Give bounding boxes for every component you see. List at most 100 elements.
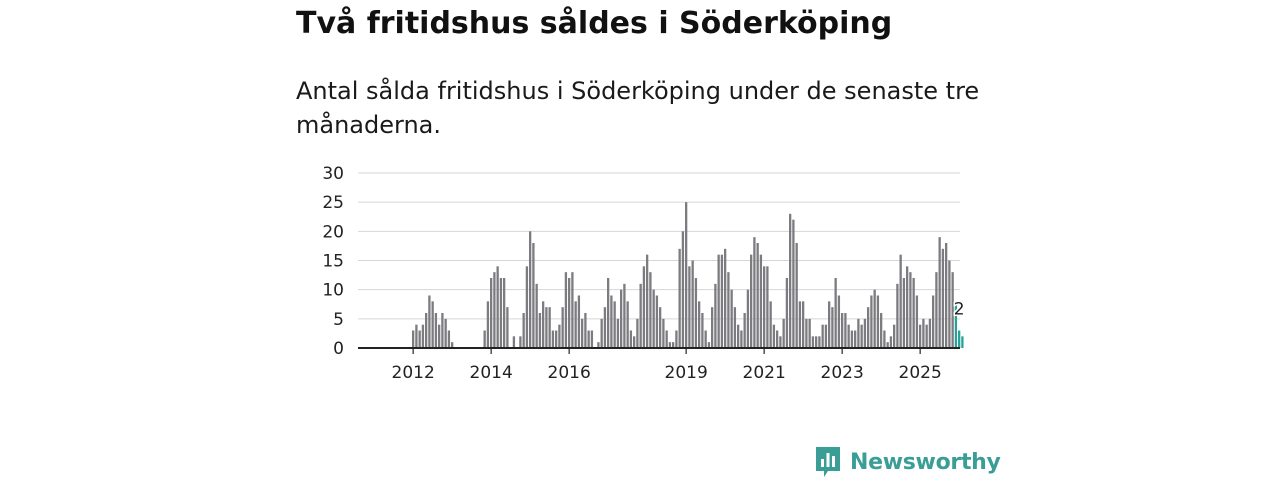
bar	[438, 324, 441, 348]
bar	[857, 318, 860, 348]
bar	[941, 248, 945, 348]
bar	[610, 295, 613, 348]
bar	[811, 336, 815, 348]
bar	[889, 336, 893, 348]
bar	[662, 318, 665, 348]
bar	[655, 295, 659, 348]
bar	[633, 336, 636, 348]
bar	[945, 243, 948, 348]
bar	[792, 219, 795, 348]
bar	[772, 324, 776, 348]
bar	[805, 318, 808, 348]
bar	[499, 278, 503, 348]
bar	[880, 313, 883, 348]
bar	[730, 289, 733, 348]
bar	[785, 278, 789, 348]
bar	[824, 324, 828, 348]
bar	[847, 324, 850, 348]
bar	[519, 336, 522, 348]
bar	[912, 278, 915, 348]
bar	[616, 318, 620, 348]
bar	[587, 330, 590, 348]
y-tick-label: 0	[333, 339, 344, 359]
bar	[603, 307, 607, 348]
bar	[870, 295, 873, 348]
bar	[779, 336, 782, 348]
bar	[954, 301, 958, 348]
bar	[951, 272, 954, 348]
bar	[844, 313, 847, 348]
bar	[685, 202, 688, 348]
y-tick-label: 10	[322, 281, 344, 301]
bar	[590, 330, 594, 348]
newsworthy-logo: Newsworthy	[814, 444, 1001, 480]
bar	[493, 272, 496, 348]
bar	[867, 307, 870, 348]
x-tick-label: 2012	[392, 363, 435, 383]
bar	[545, 307, 548, 348]
bar	[490, 278, 493, 348]
bar	[746, 289, 750, 348]
bar	[886, 342, 889, 348]
bar	[412, 330, 415, 348]
bar	[548, 307, 551, 348]
bar	[789, 213, 792, 348]
bar	[701, 313, 704, 348]
bar	[821, 324, 824, 348]
y-tick-label: 15	[322, 252, 344, 272]
bar	[451, 342, 454, 348]
bar	[899, 254, 902, 348]
bar	[961, 336, 964, 348]
bar	[668, 342, 672, 348]
bar	[818, 336, 821, 348]
bar	[766, 266, 769, 348]
bar	[639, 283, 642, 348]
bar	[441, 313, 444, 348]
bar	[688, 266, 691, 348]
bar	[522, 313, 525, 348]
bar	[564, 272, 568, 348]
bar	[841, 313, 844, 348]
bar	[646, 254, 649, 348]
bar	[649, 272, 652, 348]
bar	[925, 324, 928, 348]
chart-title: Två fritidshus såldes i Söderköping	[296, 6, 893, 41]
bar	[902, 278, 906, 348]
bar	[568, 278, 571, 348]
bar	[525, 266, 529, 348]
bar	[535, 283, 538, 348]
bar	[629, 330, 633, 348]
bar	[636, 318, 639, 348]
bar	[421, 324, 425, 348]
bar	[506, 307, 509, 348]
x-tick-label: 2023	[821, 363, 864, 383]
bar	[600, 318, 603, 348]
bar	[711, 307, 714, 348]
bar	[782, 318, 785, 348]
bar	[948, 260, 951, 348]
bar	[581, 318, 584, 348]
bar	[561, 307, 564, 348]
bar	[542, 301, 545, 348]
bar	[883, 330, 886, 348]
bar	[659, 307, 662, 348]
bar	[707, 342, 711, 348]
bar	[928, 318, 932, 348]
bar	[652, 289, 655, 348]
bar	[769, 301, 772, 348]
bar	[574, 301, 577, 348]
bar	[919, 324, 922, 348]
bar	[623, 283, 626, 348]
bar	[486, 301, 490, 348]
bar	[584, 313, 587, 348]
bar	[724, 248, 727, 348]
bar	[558, 324, 561, 348]
bar	[906, 266, 909, 348]
bar	[483, 330, 486, 348]
y-tick-label: 30	[322, 164, 344, 184]
bar	[415, 324, 418, 348]
bar	[597, 342, 600, 348]
bar	[837, 295, 841, 348]
bar	[733, 307, 737, 348]
bar	[863, 318, 867, 348]
